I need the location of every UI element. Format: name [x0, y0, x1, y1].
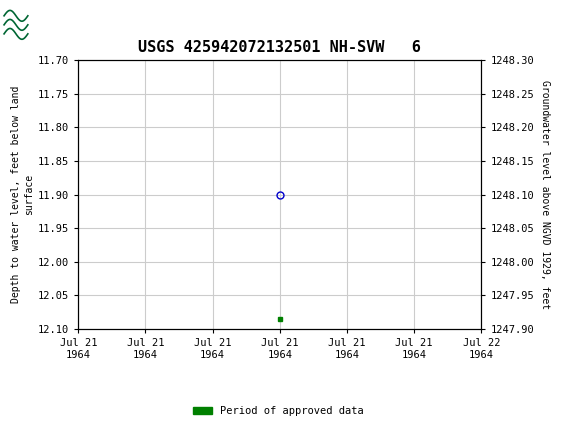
- Legend: Period of approved data: Period of approved data: [189, 402, 368, 421]
- Title: USGS 425942072132501 NH-SVW   6: USGS 425942072132501 NH-SVW 6: [139, 40, 421, 55]
- Y-axis label: Depth to water level, feet below land
surface: Depth to water level, feet below land su…: [10, 86, 34, 303]
- Bar: [3, 3, 46, 42]
- Y-axis label: Groundwater level above NGVD 1929, feet: Groundwater level above NGVD 1929, feet: [540, 80, 550, 309]
- Text: USGS: USGS: [51, 14, 106, 31]
